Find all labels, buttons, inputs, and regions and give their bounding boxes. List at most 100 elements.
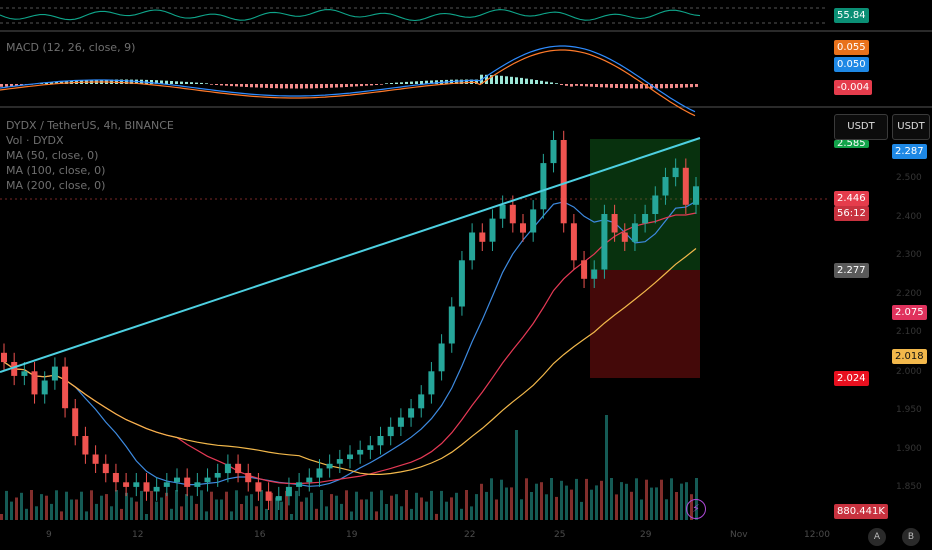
macd-histogram-bar (285, 84, 288, 88)
macd-histogram-bar (415, 81, 418, 84)
candle-body (571, 223, 577, 260)
macd-histogram-bar (495, 75, 498, 84)
candle-body (378, 436, 384, 445)
macd-histogram-bar (520, 78, 523, 84)
macd-histogram-bar (220, 84, 223, 85)
volume-bar (110, 506, 113, 520)
macd-histogram-bar (610, 84, 613, 88)
volume-bar (330, 494, 333, 520)
volume-bar (630, 492, 633, 520)
volume-bar (345, 490, 348, 520)
volume-bar (245, 496, 248, 520)
volume-bar (460, 509, 463, 520)
macd-histogram-bar (535, 80, 538, 84)
macd-histogram-bar (530, 79, 533, 84)
volume-bar (90, 490, 93, 520)
currency-unit-button[interactable]: USDT (834, 114, 888, 140)
candle-body (225, 464, 231, 473)
candle-body (306, 478, 312, 483)
auto-scale-button[interactable]: A (868, 528, 886, 546)
macd-histogram-bar (630, 84, 633, 88)
volume-bar (455, 493, 458, 520)
candle-body (683, 168, 689, 205)
candle-body (235, 464, 241, 473)
macd-histogram-bar (5, 84, 8, 87)
volume-bar (650, 488, 653, 520)
volume-bar (165, 493, 168, 520)
macd-histogram-bar (605, 84, 608, 88)
volume-bar (485, 492, 488, 520)
macd-histogram-bar (350, 84, 353, 87)
volume-bar (420, 498, 423, 521)
volume-bar (20, 493, 23, 520)
macd-histogram-bar (255, 84, 258, 88)
candle-body (500, 205, 506, 219)
volume-bar (305, 498, 308, 521)
candle-body (408, 408, 414, 417)
bottom-toggle-button[interactable]: B (902, 528, 920, 546)
volume-bar (325, 506, 328, 520)
volume-bar (15, 498, 18, 521)
volume-bar (510, 487, 513, 520)
candle-body (663, 177, 669, 196)
candle-body (205, 478, 211, 483)
candle-body (347, 455, 353, 460)
macd-histogram-bar (245, 84, 248, 87)
macd-histogram-bar (195, 83, 198, 84)
macd-histogram-bar (395, 83, 398, 84)
volume-bar (375, 511, 378, 520)
macd-histogram-bar (560, 84, 563, 85)
volume-bar (30, 490, 33, 520)
volume-bar (315, 509, 318, 520)
volume-bar (580, 502, 583, 520)
volume-bar (640, 500, 643, 521)
volume-bar (670, 478, 673, 520)
candle-body (103, 464, 109, 473)
volume-bar (660, 480, 663, 520)
volume-bar (535, 484, 538, 520)
macd-histogram-bar (355, 84, 358, 86)
macd-histogram-bar (200, 83, 203, 84)
candle-body (490, 219, 496, 242)
volume-bar (260, 490, 263, 520)
macd-histogram-bar (385, 83, 388, 84)
volume-bar (360, 500, 363, 521)
macd-histogram-bar (640, 84, 643, 89)
macd-histogram-bar (335, 84, 338, 88)
volume-bar (395, 494, 398, 520)
volume-bar (205, 511, 208, 520)
candle-body (357, 450, 363, 455)
macd-histogram-bar (180, 82, 183, 84)
volume-bar (160, 498, 163, 521)
rsi-pane (0, 10, 700, 21)
macd-histogram-bar (680, 84, 683, 88)
volume-bar (370, 492, 373, 520)
volume-bar (275, 498, 278, 521)
macd-histogram-bar (250, 84, 253, 87)
volume-bar (615, 494, 618, 520)
macd-histogram-bar (695, 84, 698, 87)
macd-histogram-bar (305, 84, 308, 88)
volume-bar (95, 504, 98, 520)
macd-histogram-bar (390, 83, 393, 84)
volume-bar (430, 491, 433, 520)
flash-icon[interactable]: ⚡ (686, 499, 706, 519)
candle-body (255, 482, 261, 491)
candle-body (327, 464, 333, 469)
candle-body (276, 496, 282, 501)
volume-bar (645, 480, 648, 520)
currency-unit-button-right[interactable]: USDT (892, 114, 930, 140)
volume-bar (475, 494, 478, 520)
volume-bar (320, 490, 323, 520)
candle-body (52, 367, 58, 381)
candle-body (42, 381, 48, 395)
volume-bar (220, 500, 223, 521)
volume-bar (365, 499, 368, 520)
volume-bar (310, 493, 313, 520)
candle-body (601, 214, 607, 270)
macd-histogram-bar (370, 84, 373, 85)
candle-body (123, 482, 129, 487)
candle-body (32, 371, 38, 394)
volume-bar (210, 492, 213, 520)
